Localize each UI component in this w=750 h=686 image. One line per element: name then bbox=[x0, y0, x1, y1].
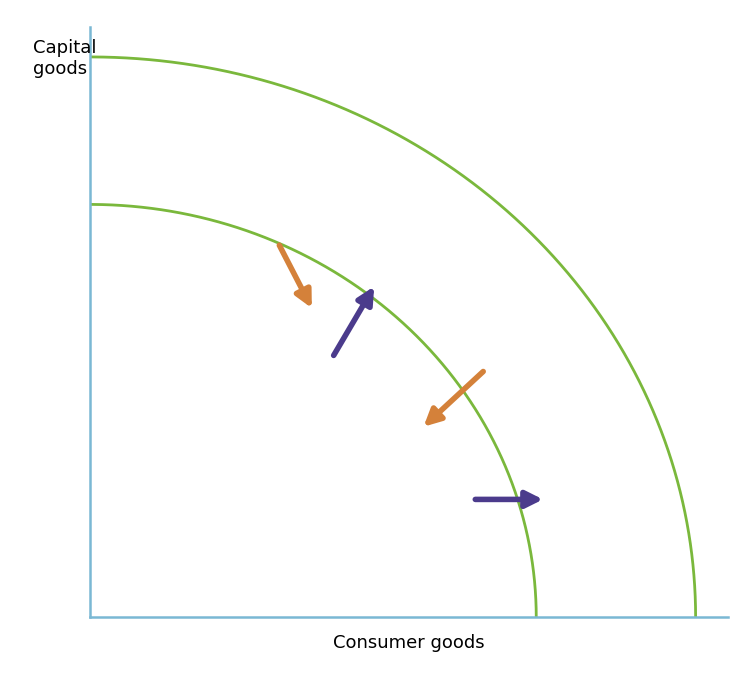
Text: Capital
goods: Capital goods bbox=[33, 39, 96, 78]
X-axis label: Consumer goods: Consumer goods bbox=[333, 634, 484, 652]
